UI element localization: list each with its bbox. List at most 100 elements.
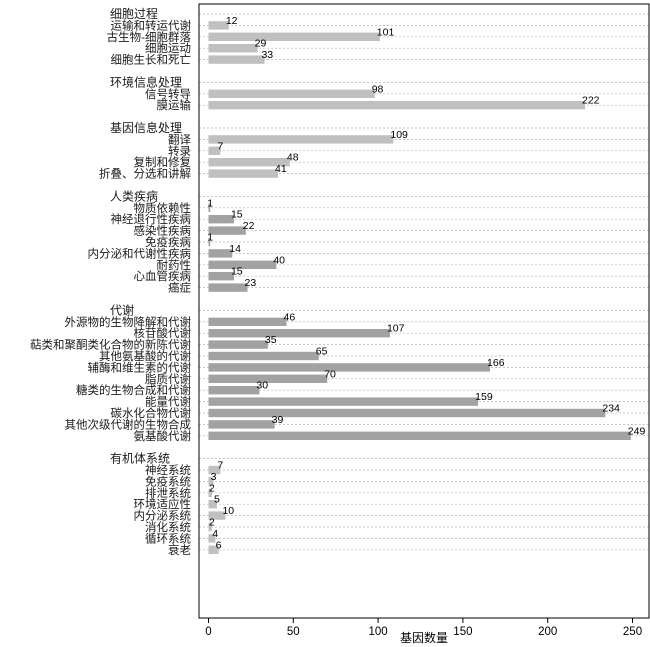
group-label: 代谢 xyxy=(110,302,134,317)
bar xyxy=(208,363,491,372)
value-label: 39 xyxy=(272,414,284,426)
bar xyxy=(208,534,216,543)
bar xyxy=(208,89,375,98)
value-label: 109 xyxy=(390,129,408,141)
value-label: 2 xyxy=(209,482,215,494)
bar xyxy=(208,146,221,155)
category-label: 心血管疾病 xyxy=(134,269,192,283)
value-label: 40 xyxy=(273,254,285,266)
category-label: 碳水化合物代谢 xyxy=(111,406,192,420)
value-label: 29 xyxy=(255,38,267,50)
bar xyxy=(208,249,233,258)
category-label: 转录 xyxy=(168,144,191,158)
x-axis-title: 基因数量 xyxy=(400,630,448,645)
category-label: 内分泌系统 xyxy=(134,509,192,523)
x-tick-label: 150 xyxy=(453,626,472,638)
category-label: 脂质代谢 xyxy=(145,372,191,386)
bar xyxy=(208,340,268,349)
category-label: 信号转导 xyxy=(145,87,191,101)
value-label: 98 xyxy=(372,83,384,95)
bar-layer xyxy=(208,21,631,554)
value-label: 7 xyxy=(217,140,223,152)
value-label: 1 xyxy=(207,197,213,209)
category-label: 核苷酸代谢 xyxy=(134,326,192,340)
value-label: 15 xyxy=(231,266,243,278)
category-label: 细胞生长和死亡 xyxy=(111,53,192,67)
value-label: 159 xyxy=(475,391,493,403)
category-label: 神经系统 xyxy=(145,463,191,477)
value-label: 15 xyxy=(231,209,243,221)
bar xyxy=(208,283,248,292)
bar xyxy=(208,55,265,64)
category-label: 衰老 xyxy=(168,543,191,557)
value-label: 48 xyxy=(287,152,299,164)
group-label: 有机体系统 xyxy=(110,452,170,466)
category-label: 环境适应性 xyxy=(134,497,192,511)
bar xyxy=(208,351,319,361)
bar xyxy=(208,203,211,212)
bar xyxy=(208,226,246,235)
value-label: 2 xyxy=(209,517,215,529)
category-label: 排泄系统 xyxy=(145,486,191,500)
bar xyxy=(208,260,277,269)
value-label: 107 xyxy=(387,323,405,335)
category-label: 膜运输 xyxy=(157,98,192,112)
category-label: 外源物的生物降解和代谢 xyxy=(65,315,192,329)
value-label: 234 xyxy=(602,403,620,415)
bar xyxy=(208,386,260,395)
bar xyxy=(208,545,219,554)
value-label: 14 xyxy=(229,243,241,255)
category-label: 细胞运动 xyxy=(145,41,191,55)
value-label: 70 xyxy=(324,368,336,380)
bar xyxy=(208,488,212,497)
value-label: 1 xyxy=(207,232,213,244)
bar xyxy=(208,32,380,41)
bar xyxy=(208,135,394,144)
category-label: 糖类的生物合成和代谢 xyxy=(76,383,191,397)
value-label: 7 xyxy=(217,460,223,472)
category-label: 消化系统 xyxy=(145,520,191,534)
value-label: 41 xyxy=(275,163,287,175)
group-label: 人类疾病 xyxy=(110,188,158,203)
value-label: 12 xyxy=(226,15,238,27)
value-label: 30 xyxy=(256,380,268,392)
category-label: 氨基酸代谢 xyxy=(134,429,192,443)
value-label: 10 xyxy=(222,505,234,517)
category-label: 癌症 xyxy=(168,281,191,295)
group-label: 细胞过程 xyxy=(110,6,158,21)
category-label: 循环系统 xyxy=(145,531,191,545)
category-label: 翻译 xyxy=(168,132,191,146)
category-label: 其他氨基酸的代谢 xyxy=(99,349,191,363)
value-label: 5 xyxy=(214,494,220,506)
bar xyxy=(208,44,258,53)
bar xyxy=(208,317,287,326)
plot-frame xyxy=(198,3,650,619)
bar xyxy=(208,408,606,418)
x-tick-label: 250 xyxy=(623,626,642,638)
bar xyxy=(208,272,234,281)
bar xyxy=(208,101,586,110)
group-label: 基因信息处理 xyxy=(110,120,182,135)
bar xyxy=(208,465,221,475)
x-tick-label: 200 xyxy=(538,626,557,638)
group-label: 环境信息处理 xyxy=(110,74,182,89)
category-label: 耐药性 xyxy=(157,258,192,272)
category-label: 其他次级代谢的生物合成 xyxy=(65,417,192,431)
x-axis: 0 50 100 150 200 250 xyxy=(205,618,642,638)
bar xyxy=(208,374,328,383)
bar xyxy=(208,329,390,338)
category-label: 复制和修复 xyxy=(134,155,192,169)
value-label: 166 xyxy=(487,357,505,369)
value-label: 23 xyxy=(245,277,257,289)
bar xyxy=(208,169,279,178)
value-label: 249 xyxy=(628,425,646,437)
bar xyxy=(208,431,631,440)
x-tick-label: 50 xyxy=(287,626,300,638)
category-label: 免疫疾病 xyxy=(145,235,191,249)
category-label: 古生物-细胞群落 xyxy=(107,30,192,44)
category-label: 萜类和聚酮类化合物的新陈代谢 xyxy=(30,338,191,352)
category-label: 物质依赖性 xyxy=(134,201,192,215)
bar xyxy=(208,237,211,247)
category-label: 运输和转运代谢 xyxy=(111,18,192,32)
